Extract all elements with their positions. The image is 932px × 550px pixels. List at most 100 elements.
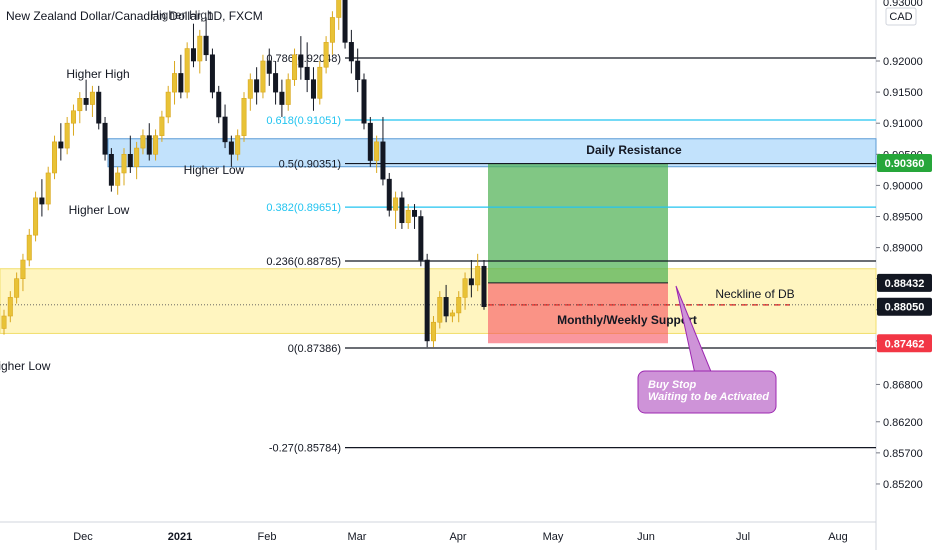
candle-body bbox=[102, 122, 108, 155]
candle-body bbox=[298, 54, 304, 68]
candle-body bbox=[393, 197, 399, 211]
candle-body bbox=[412, 209, 418, 217]
candle-body bbox=[367, 122, 373, 161]
candle-body bbox=[266, 60, 272, 74]
fib-level-label: 0.236(0.88785) bbox=[266, 256, 341, 268]
candle-body bbox=[203, 35, 209, 56]
candle-body bbox=[83, 98, 89, 105]
candle-body bbox=[418, 216, 424, 261]
candle-body bbox=[1, 315, 7, 329]
candle-body bbox=[361, 79, 367, 124]
candle-body bbox=[317, 66, 323, 99]
candle-body bbox=[222, 116, 228, 143]
candle-body bbox=[329, 17, 335, 43]
candle-body bbox=[184, 48, 190, 93]
candle-body bbox=[456, 297, 462, 314]
candle-body bbox=[241, 98, 247, 136]
fib-level-label: 0.618(0.91051) bbox=[266, 115, 341, 127]
candle-body bbox=[292, 54, 298, 80]
candle-body bbox=[443, 297, 449, 317]
profit-target-box bbox=[488, 163, 668, 283]
fib-level-label: 0(0.87386) bbox=[288, 343, 341, 355]
candle-body bbox=[64, 122, 70, 149]
candle-body bbox=[405, 209, 411, 224]
candle-body bbox=[437, 297, 443, 323]
candle-body bbox=[260, 60, 266, 93]
price-tag-box bbox=[877, 334, 932, 353]
fib-level-label: 0.786(0.92048) bbox=[266, 53, 341, 65]
candle-body bbox=[216, 91, 222, 118]
price-tick-label: 0.86200 bbox=[883, 417, 923, 429]
candle-body bbox=[197, 35, 203, 62]
structure-annotation: Higher High bbox=[150, 8, 213, 22]
candle-body bbox=[310, 79, 316, 99]
price-tick-label-top: 0.93000 bbox=[883, 0, 923, 9]
candle-body bbox=[172, 73, 178, 93]
candle-body bbox=[424, 259, 430, 342]
price-tag-label: 0.87462 bbox=[885, 338, 925, 350]
candle-body bbox=[235, 135, 241, 155]
daily-resistance-label: Daily Resistance bbox=[586, 143, 682, 157]
candle-body bbox=[342, 0, 348, 43]
candle-body bbox=[146, 135, 152, 155]
price-tag-label: 0.88050 bbox=[885, 302, 925, 314]
price-tag-box bbox=[877, 154, 932, 173]
stop-loss-box bbox=[488, 282, 668, 344]
buy-stop-callout bbox=[637, 370, 777, 414]
time-tick-label: Aug bbox=[828, 531, 848, 543]
candle-body bbox=[247, 79, 253, 99]
candle-body bbox=[449, 312, 455, 317]
candle-body bbox=[45, 172, 51, 205]
candle-body bbox=[159, 116, 165, 136]
price-tick-label: 0.89000 bbox=[883, 243, 923, 255]
price-tick-label: 0.89500 bbox=[883, 212, 923, 224]
candle-body bbox=[475, 265, 481, 286]
neckline-label: Neckline of DB bbox=[715, 287, 794, 301]
candle-body bbox=[26, 234, 32, 261]
structure-annotation: Higher High bbox=[66, 67, 129, 81]
time-tick-label: Jun bbox=[637, 531, 655, 543]
time-tick-label: 2021 bbox=[168, 531, 192, 543]
candle-body bbox=[336, 0, 342, 18]
candle-body bbox=[14, 278, 20, 298]
candle-body bbox=[178, 73, 184, 93]
candle-body bbox=[304, 66, 310, 80]
callout-text-line: Waiting to be Activated bbox=[648, 391, 769, 403]
candle-body bbox=[399, 197, 405, 224]
candle-body bbox=[209, 54, 215, 93]
candle-body bbox=[115, 172, 121, 186]
candle-body bbox=[89, 91, 95, 105]
price-tag-box bbox=[877, 297, 932, 316]
candle-body bbox=[108, 154, 114, 186]
time-tick-label: Jul bbox=[736, 531, 750, 543]
candle-body bbox=[254, 79, 260, 93]
candle-body bbox=[121, 154, 127, 174]
candle-body bbox=[52, 141, 58, 174]
candle-body bbox=[380, 141, 386, 180]
candle-body bbox=[228, 141, 234, 155]
time-tick-label: Mar bbox=[348, 531, 367, 543]
time-tick-label: Apr bbox=[449, 531, 466, 543]
price-tick-label: 0.91500 bbox=[883, 87, 923, 99]
candle-body bbox=[374, 141, 380, 161]
time-tick-label: Dec bbox=[73, 531, 93, 543]
price-tick-label: 0.85700 bbox=[883, 448, 923, 460]
candle-body bbox=[190, 48, 196, 62]
candle-body bbox=[20, 259, 26, 280]
candle-body bbox=[140, 135, 146, 149]
time-tick-label: Feb bbox=[258, 531, 277, 543]
candle-body bbox=[134, 147, 140, 168]
candle-body bbox=[323, 42, 329, 68]
price-tick-label: 0.90000 bbox=[883, 180, 923, 192]
currency-label: CAD bbox=[889, 11, 912, 23]
candle-body bbox=[96, 91, 102, 124]
time-tick-label: May bbox=[543, 531, 564, 543]
candle-body bbox=[39, 197, 45, 205]
price-tag-label: 0.88432 bbox=[885, 278, 925, 290]
price-tick-label: 0.85200 bbox=[883, 479, 923, 491]
candle-body bbox=[77, 98, 83, 112]
price-tick-label: 0.91000 bbox=[883, 118, 923, 130]
structure-annotation: Higher Low bbox=[69, 203, 130, 217]
price-tick-label: 0.86800 bbox=[883, 379, 923, 391]
